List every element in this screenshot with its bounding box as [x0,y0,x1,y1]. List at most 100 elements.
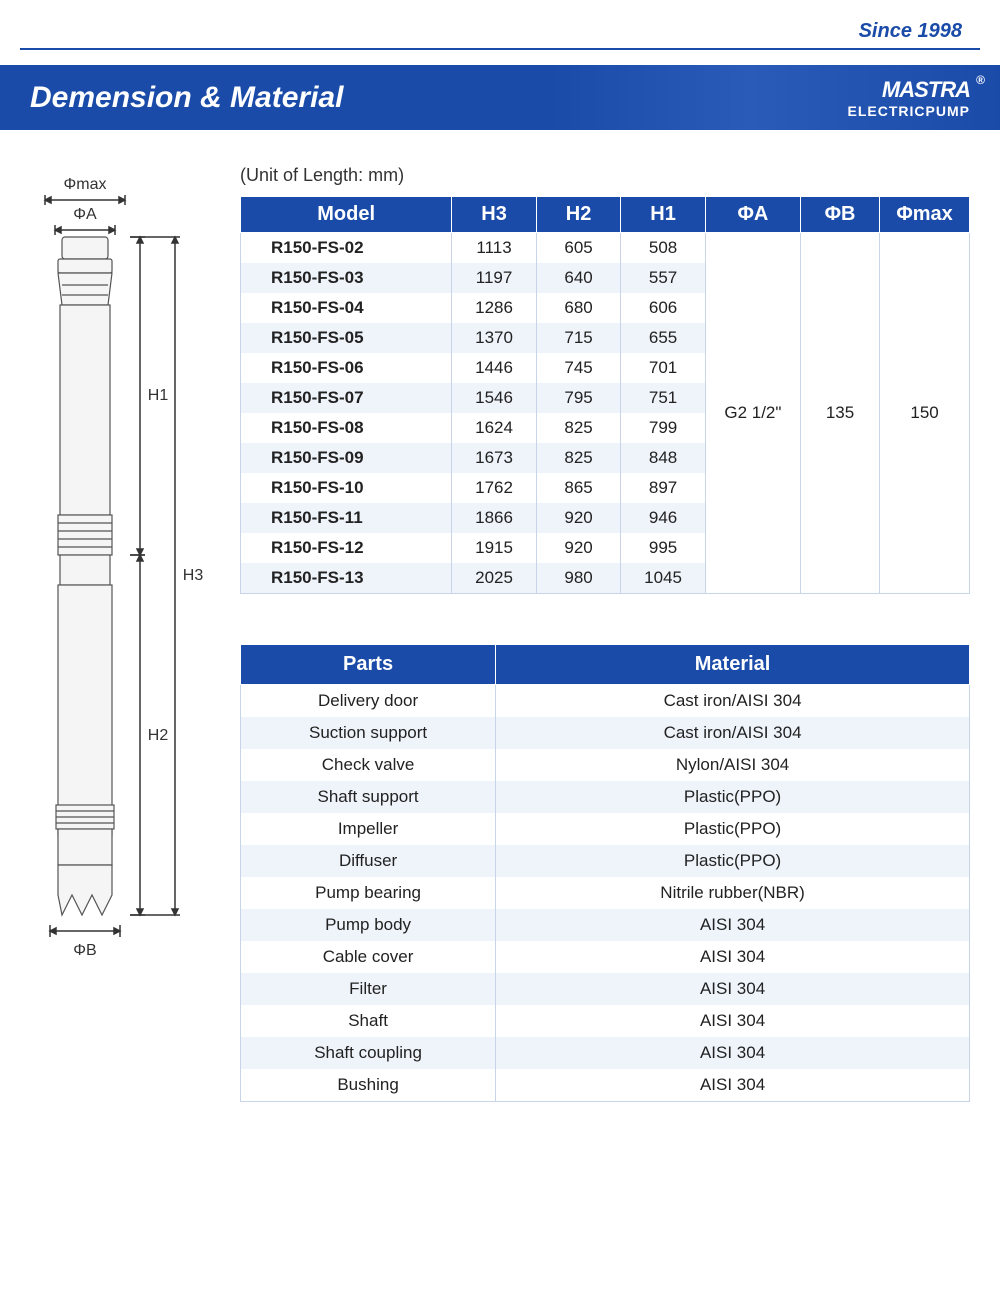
cell-model: R150-FS-04 [241,293,452,323]
dimension-table: Model H3 H2 H1 ΦA ΦB Φmax R150-FS-021113… [240,196,970,594]
col-phiB: ΦB [800,197,879,233]
cell-part: Diffuser [241,845,496,877]
cell-part: Pump bearing [241,877,496,909]
col-h2: H2 [536,197,621,233]
cell-value: 1197 [452,263,537,293]
cell-material: AISI 304 [496,909,970,941]
table-row: BushingAISI 304 [241,1069,970,1102]
content-area: Φmax ΦA [0,155,1000,1102]
cell-material: Plastic(PPO) [496,781,970,813]
cell-part: Suction support [241,717,496,749]
cell-value: 606 [621,293,706,323]
table-row: Shaft couplingAISI 304 [241,1037,970,1069]
cell-value: 946 [621,503,706,533]
header-rule [20,48,980,50]
cell-value: 1762 [452,473,537,503]
table-row: Pump bearingNitrile rubber(NBR) [241,877,970,909]
pump-diagram: Φmax ΦA [30,175,210,965]
table-row: FilterAISI 304 [241,973,970,1005]
cell-part: Pump body [241,909,496,941]
cell-material: Plastic(PPO) [496,845,970,877]
cell-value: 1624 [452,413,537,443]
diagram-column: Φmax ΦA [30,165,210,1102]
cell-model: R150-FS-06 [241,353,452,383]
cell-value: 920 [536,503,621,533]
cell-value: 640 [536,263,621,293]
table-row: Check valveNylon/AISI 304 [241,749,970,781]
cell-value: 1915 [452,533,537,563]
cell-value: 825 [536,443,621,473]
cell-part: Shaft [241,1005,496,1037]
cell-part: Shaft support [241,781,496,813]
cell-value: 508 [621,233,706,264]
brand-subtitle: ELECTRICPUMP [848,103,970,119]
brand-block: MASTRA ELECTRICPUMP [848,77,970,119]
col-material: Material [496,645,970,685]
cell-part: Shaft coupling [241,1037,496,1069]
cell-part: Delivery door [241,685,496,718]
cell-material: Plastic(PPO) [496,813,970,845]
cell-material: AISI 304 [496,1037,970,1069]
cell-value: 799 [621,413,706,443]
table-row: Shaft supportPlastic(PPO) [241,781,970,813]
cell-value: 715 [536,323,621,353]
cell-value: 1546 [452,383,537,413]
cell-value: 825 [536,413,621,443]
cell-model: R150-FS-11 [241,503,452,533]
col-phiA: ΦA [705,197,800,233]
cell-value: 2025 [452,563,537,594]
col-model: Model [241,197,452,233]
cell-model: R150-FS-05 [241,323,452,353]
cell-value: 1370 [452,323,537,353]
cell-value: 980 [536,563,621,594]
label-H2: H2 [148,727,169,744]
cell-part: Filter [241,973,496,1005]
since-label: Since 1998 [851,20,970,43]
cell-value: 1866 [452,503,537,533]
col-h3: H3 [452,197,537,233]
cell-value: 795 [536,383,621,413]
table-row: Delivery doorCast iron/AISI 304 [241,685,970,718]
cell-model: R150-FS-13 [241,563,452,594]
cell-value: 751 [621,383,706,413]
cell-phimax: 150 [880,233,970,594]
cell-model: R150-FS-02 [241,233,452,264]
col-phimax: Φmax [880,197,970,233]
label-phiB: ΦB [73,942,96,959]
cell-phiB: 135 [800,233,879,594]
cell-model: R150-FS-03 [241,263,452,293]
cell-material: AISI 304 [496,941,970,973]
cell-value: 848 [621,443,706,473]
table-row: Pump bodyAISI 304 [241,909,970,941]
brand-logo: MASTRA [848,77,970,103]
cell-value: 1673 [452,443,537,473]
cell-material: Cast iron/AISI 304 [496,685,970,718]
cell-material: AISI 304 [496,973,970,1005]
table-row: ShaftAISI 304 [241,1005,970,1037]
table-row: R150-FS-021113605508G2 1/2"135150 [241,233,970,264]
cell-value: 605 [536,233,621,264]
label-H1: H1 [148,387,169,404]
cell-model: R150-FS-09 [241,443,452,473]
title-banner: Demension & Material MASTRA ELECTRICPUMP [0,65,1000,130]
dim-header-row: Model H3 H2 H1 ΦA ΦB Φmax [241,197,970,233]
cell-model: R150-FS-07 [241,383,452,413]
cell-part: Impeller [241,813,496,845]
label-phiA: ΦA [73,206,97,223]
cell-value: 701 [621,353,706,383]
col-parts: Parts [241,645,496,685]
cell-model: R150-FS-10 [241,473,452,503]
cell-part: Check valve [241,749,496,781]
cell-value: 920 [536,533,621,563]
table-row: DiffuserPlastic(PPO) [241,845,970,877]
cell-material: Nitrile rubber(NBR) [496,877,970,909]
cell-material: AISI 304 [496,1005,970,1037]
tables-column: (Unit of Length: mm) Model H3 H2 H1 ΦA Φ… [240,165,970,1102]
cell-material: Cast iron/AISI 304 [496,717,970,749]
cell-value: 1446 [452,353,537,383]
unit-label: (Unit of Length: mm) [240,165,970,186]
label-H3: H3 [183,567,204,584]
cell-phiA: G2 1/2" [705,233,800,594]
cell-value: 557 [621,263,706,293]
cell-value: 1045 [621,563,706,594]
